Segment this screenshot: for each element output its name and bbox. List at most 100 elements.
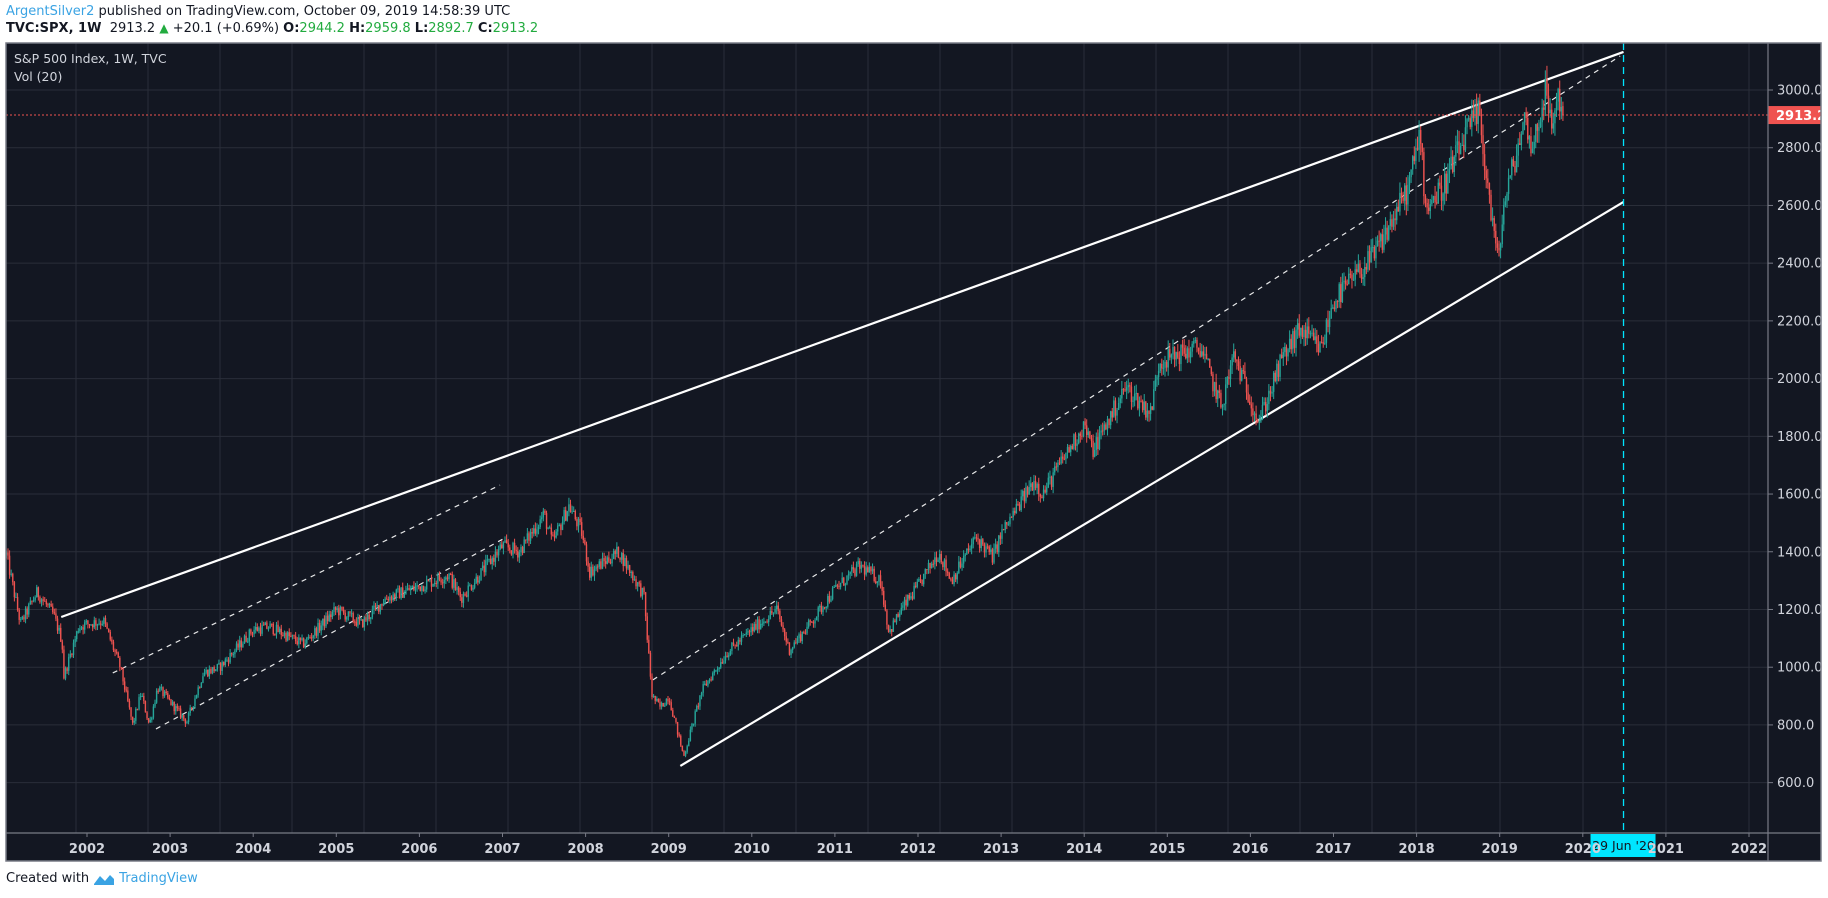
candle-body	[803, 631, 805, 633]
tradingview-link[interactable]: TradingView	[119, 871, 198, 886]
candle-body	[1044, 489, 1046, 493]
candle-down	[12, 572, 14, 586]
candle-body	[820, 605, 823, 613]
candle-up	[10, 569, 12, 577]
crosshair-date-badge	[1590, 834, 1656, 857]
candle-down	[946, 568, 949, 577]
candle-body	[1498, 247, 1500, 251]
candle-down	[115, 649, 118, 655]
candle-body	[1480, 115, 1483, 136]
candle-body	[167, 693, 169, 698]
candle-body	[1226, 377, 1229, 385]
candle-up	[974, 532, 976, 540]
candle-down	[1344, 276, 1347, 290]
candle-up	[1295, 325, 1297, 357]
candle-up	[347, 611, 350, 621]
candle-up	[557, 522, 559, 536]
candle-body	[1149, 406, 1152, 414]
candle-up	[547, 526, 549, 530]
candle-body	[1396, 206, 1398, 221]
candle-up	[370, 617, 372, 624]
candle-up	[889, 625, 891, 634]
time-tick-label: 2017	[1315, 842, 1351, 857]
candle-body	[1432, 196, 1435, 200]
candle-up	[1007, 521, 1010, 526]
channel-2003-upper-dashed[interactable]	[112, 484, 501, 674]
candle-body	[1341, 282, 1344, 303]
candle-up	[224, 657, 227, 667]
candle-body	[951, 579, 954, 585]
channel-2009-upper-dashed[interactable]	[652, 55, 1621, 681]
candle-body	[1260, 415, 1262, 422]
candle-body	[1127, 385, 1129, 388]
candle-up	[83, 619, 86, 634]
candle-down	[697, 702, 700, 710]
candle-body	[1316, 336, 1318, 344]
candle-up	[306, 636, 308, 645]
candle-body	[1031, 483, 1034, 491]
author-link[interactable]: ArgentSilver2	[6, 4, 95, 19]
candle-body	[69, 654, 72, 658]
candle-body	[518, 552, 521, 558]
candle-up	[1429, 198, 1431, 219]
candle-down	[1242, 365, 1245, 375]
series-legend[interactable]: S&P 500 Index, 1W, TVC	[14, 51, 167, 66]
candle-down	[111, 636, 113, 645]
candle-up	[1338, 282, 1340, 308]
time-tick-label: 2018	[1399, 842, 1435, 857]
candle-down	[940, 550, 942, 565]
candle-body	[1156, 377, 1158, 380]
candle-body	[560, 524, 562, 530]
candle-body	[352, 613, 354, 622]
candle-down	[1169, 342, 1171, 361]
candle-up	[1054, 461, 1056, 476]
candle-down	[507, 538, 509, 551]
candle-up	[1528, 134, 1531, 149]
drawings[interactable]	[60, 50, 1625, 767]
channel-2003-lower-dashed[interactable]	[155, 537, 506, 730]
candle-up	[208, 665, 211, 680]
candle-down	[1097, 429, 1099, 455]
candle-up	[1375, 236, 1377, 269]
candle-body	[477, 576, 479, 583]
candle-body	[251, 633, 254, 635]
lower-trendline[interactable]	[679, 201, 1625, 767]
candle-down	[251, 631, 254, 638]
candle-body	[1412, 156, 1414, 170]
candle-body	[504, 540, 506, 543]
candle-down	[128, 698, 131, 710]
candle-body	[555, 531, 557, 538]
candle-body	[52, 606, 54, 613]
candle-body	[568, 504, 570, 512]
candle-body	[924, 569, 926, 574]
candle-down	[914, 581, 917, 589]
candle-body	[473, 582, 476, 588]
candle-up	[1332, 304, 1334, 310]
candle-body	[593, 569, 596, 576]
candle-down	[596, 564, 599, 573]
candle-down	[168, 694, 171, 701]
volume-legend[interactable]: Vol (20)	[14, 69, 63, 84]
candle-body	[635, 579, 637, 587]
candle-down	[1368, 245, 1371, 271]
candle-body	[539, 519, 541, 528]
candle-body	[1084, 421, 1086, 426]
candle-body	[910, 596, 912, 599]
candle-down	[726, 651, 728, 658]
candle-body	[395, 589, 398, 598]
candle-down	[179, 705, 182, 719]
candle-body	[210, 668, 212, 674]
candle-body	[99, 623, 102, 625]
candle-down	[1493, 215, 1495, 238]
candle-body	[1111, 411, 1113, 418]
candle-down	[427, 579, 429, 582]
upper-trendline[interactable]	[60, 50, 1624, 619]
candle-down	[662, 702, 664, 707]
axes[interactable]: 600.0800.01000.01200.01400.01600.01800.0…	[6, 43, 1823, 861]
time-tick-label: 2009	[651, 842, 687, 857]
candle-body	[1509, 175, 1511, 178]
candle-body	[128, 700, 131, 708]
candle-body	[406, 588, 409, 591]
candle-down	[951, 576, 954, 585]
